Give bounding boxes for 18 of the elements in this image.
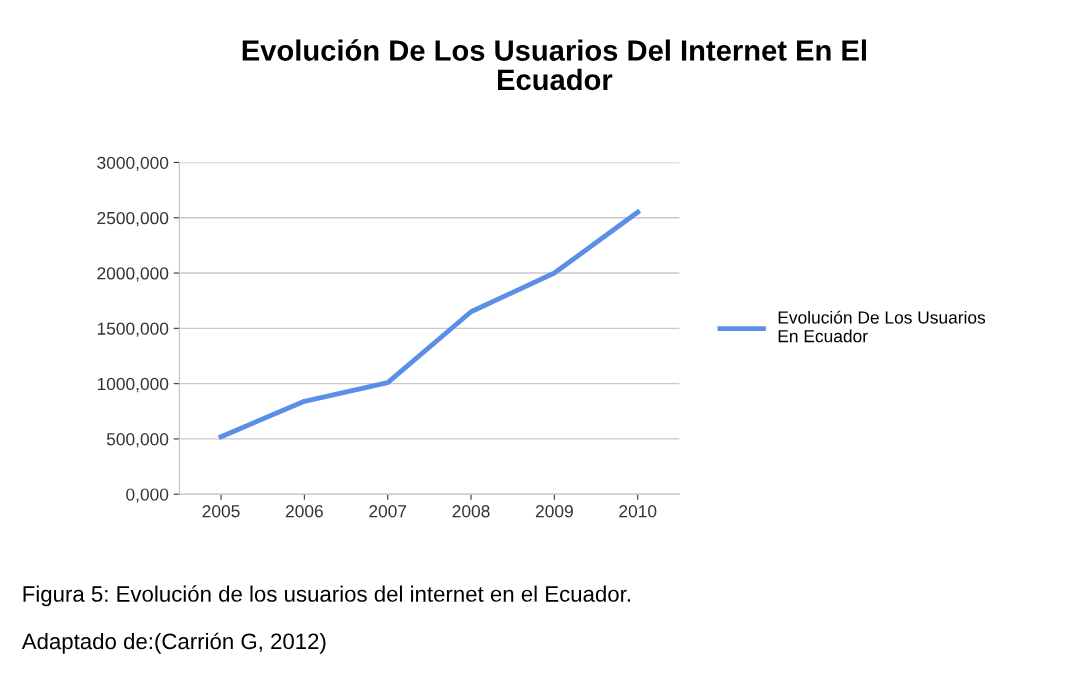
y-tick-label: 500,000 (106, 433, 169, 448)
x-tick-label: 2007 (369, 505, 407, 518)
x-tick-label: 2009 (535, 505, 573, 518)
y-tick-label: 0,000 (126, 488, 169, 503)
text: Adaptado de:(Carrión G, 2012) (21, 632, 326, 654)
y-tick-label: 1000,000 (97, 377, 169, 393)
x-tick-label: 2008 (452, 505, 490, 518)
x-tick-label: 2010 (619, 505, 657, 518)
text: Figura 5: Evolución de los usuarios del internet en el Ecuador. (23, 585, 630, 607)
legend-label: Evolución De Los Usuarios En Ecuador (778, 310, 986, 343)
line-series (218, 209, 641, 440)
y-tick-label: 2000,000 (97, 267, 169, 282)
x-tick-label: 2005 (202, 505, 240, 518)
x-tick-label: 2006 (285, 505, 323, 518)
chart-title: Evolución De Los Usuarios Del Internet En El Ecuador (242, 39, 866, 91)
y-tick-label: 2500,000 (97, 211, 169, 227)
y-tick-label: 3000,000 (97, 156, 169, 171)
y-tick-label: 1500,000 (97, 322, 169, 337)
